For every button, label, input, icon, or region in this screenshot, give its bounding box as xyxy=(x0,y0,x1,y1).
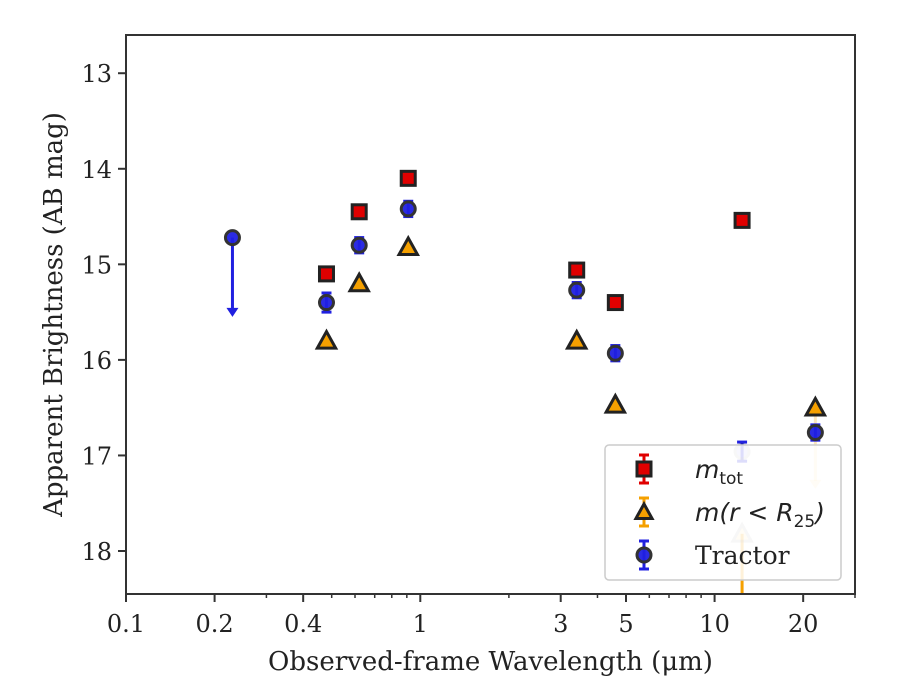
legend-entry: mtot xyxy=(635,453,743,489)
m_r25-point xyxy=(347,271,371,293)
x-tick-label: 20 xyxy=(788,610,819,638)
m_tot-point xyxy=(733,211,751,229)
tractor-point xyxy=(399,200,417,218)
x-tick-label: 5 xyxy=(618,610,633,638)
m_tot-point xyxy=(317,265,335,283)
tractor-point xyxy=(606,344,624,362)
y-tick-label: 13 xyxy=(81,60,112,88)
x-axis: 0.1 0.2 0.4 1 3 5 10 20 xyxy=(107,594,856,638)
series-m_tot xyxy=(317,169,751,312)
legend-marker-m_tot xyxy=(635,460,653,478)
legend-label-sub: tot xyxy=(719,469,743,489)
m_tot-point xyxy=(399,169,417,187)
y-tick-label: 15 xyxy=(81,251,112,279)
legend-label-main: m xyxy=(695,455,719,484)
legend-label-tail: ) xyxy=(813,498,825,527)
m_tot-point xyxy=(568,261,586,279)
m_r25-point xyxy=(396,234,420,256)
x-tick-label: 0.2 xyxy=(196,610,234,638)
legend-marker-m_r25 xyxy=(633,500,655,520)
x-tick-label: 10 xyxy=(699,610,730,638)
legend-label: mtot xyxy=(695,455,743,489)
legend-label-main: Tractor xyxy=(695,541,790,570)
m_tot-point xyxy=(606,294,624,312)
m_tot-point xyxy=(350,203,368,221)
tractor-point xyxy=(223,229,241,247)
m_r25-point xyxy=(603,392,628,414)
tractor-point xyxy=(806,424,824,442)
tractor-point xyxy=(568,281,586,299)
x-axis-label: Observed-frame Wavelength (μm) xyxy=(268,647,713,677)
series-tractor xyxy=(223,199,824,463)
x-tick-label: 3 xyxy=(553,610,568,638)
x-tick-label: 0.1 xyxy=(107,610,145,638)
legend-label: Tractor xyxy=(695,541,790,570)
legend-box xyxy=(604,444,842,581)
legend: mtot m(r < R25) Tractor xyxy=(604,444,842,581)
m_r25-point xyxy=(314,328,339,350)
x-tick-label: 1 xyxy=(413,610,428,638)
tractor-point xyxy=(350,236,368,254)
upper-limit-arrow xyxy=(226,307,239,317)
legend-label-main: m(r < R xyxy=(695,498,794,527)
legend-marker-tractor xyxy=(635,546,653,564)
y-tick-label: 17 xyxy=(81,442,112,470)
m_r25-point xyxy=(803,395,828,417)
legend-entry: Tractor xyxy=(635,539,790,571)
legend-label-sub: 25 xyxy=(794,512,816,532)
y-tick-label: 16 xyxy=(81,347,112,375)
legend-entry: m(r < R25) xyxy=(633,496,825,532)
y-tick-label: 18 xyxy=(81,538,112,566)
tractor-point xyxy=(317,294,335,312)
y-axis-label: Apparent Brightness (AB mag) xyxy=(39,112,69,518)
y-axis: 13 14 15 16 17 18 xyxy=(81,60,126,566)
y-tick-label: 14 xyxy=(81,156,112,184)
plot-frame xyxy=(125,34,856,595)
m_r25-point xyxy=(564,328,589,350)
legend-label: m(r < R25) xyxy=(695,498,825,532)
x-tick-label: 0.4 xyxy=(284,610,322,638)
